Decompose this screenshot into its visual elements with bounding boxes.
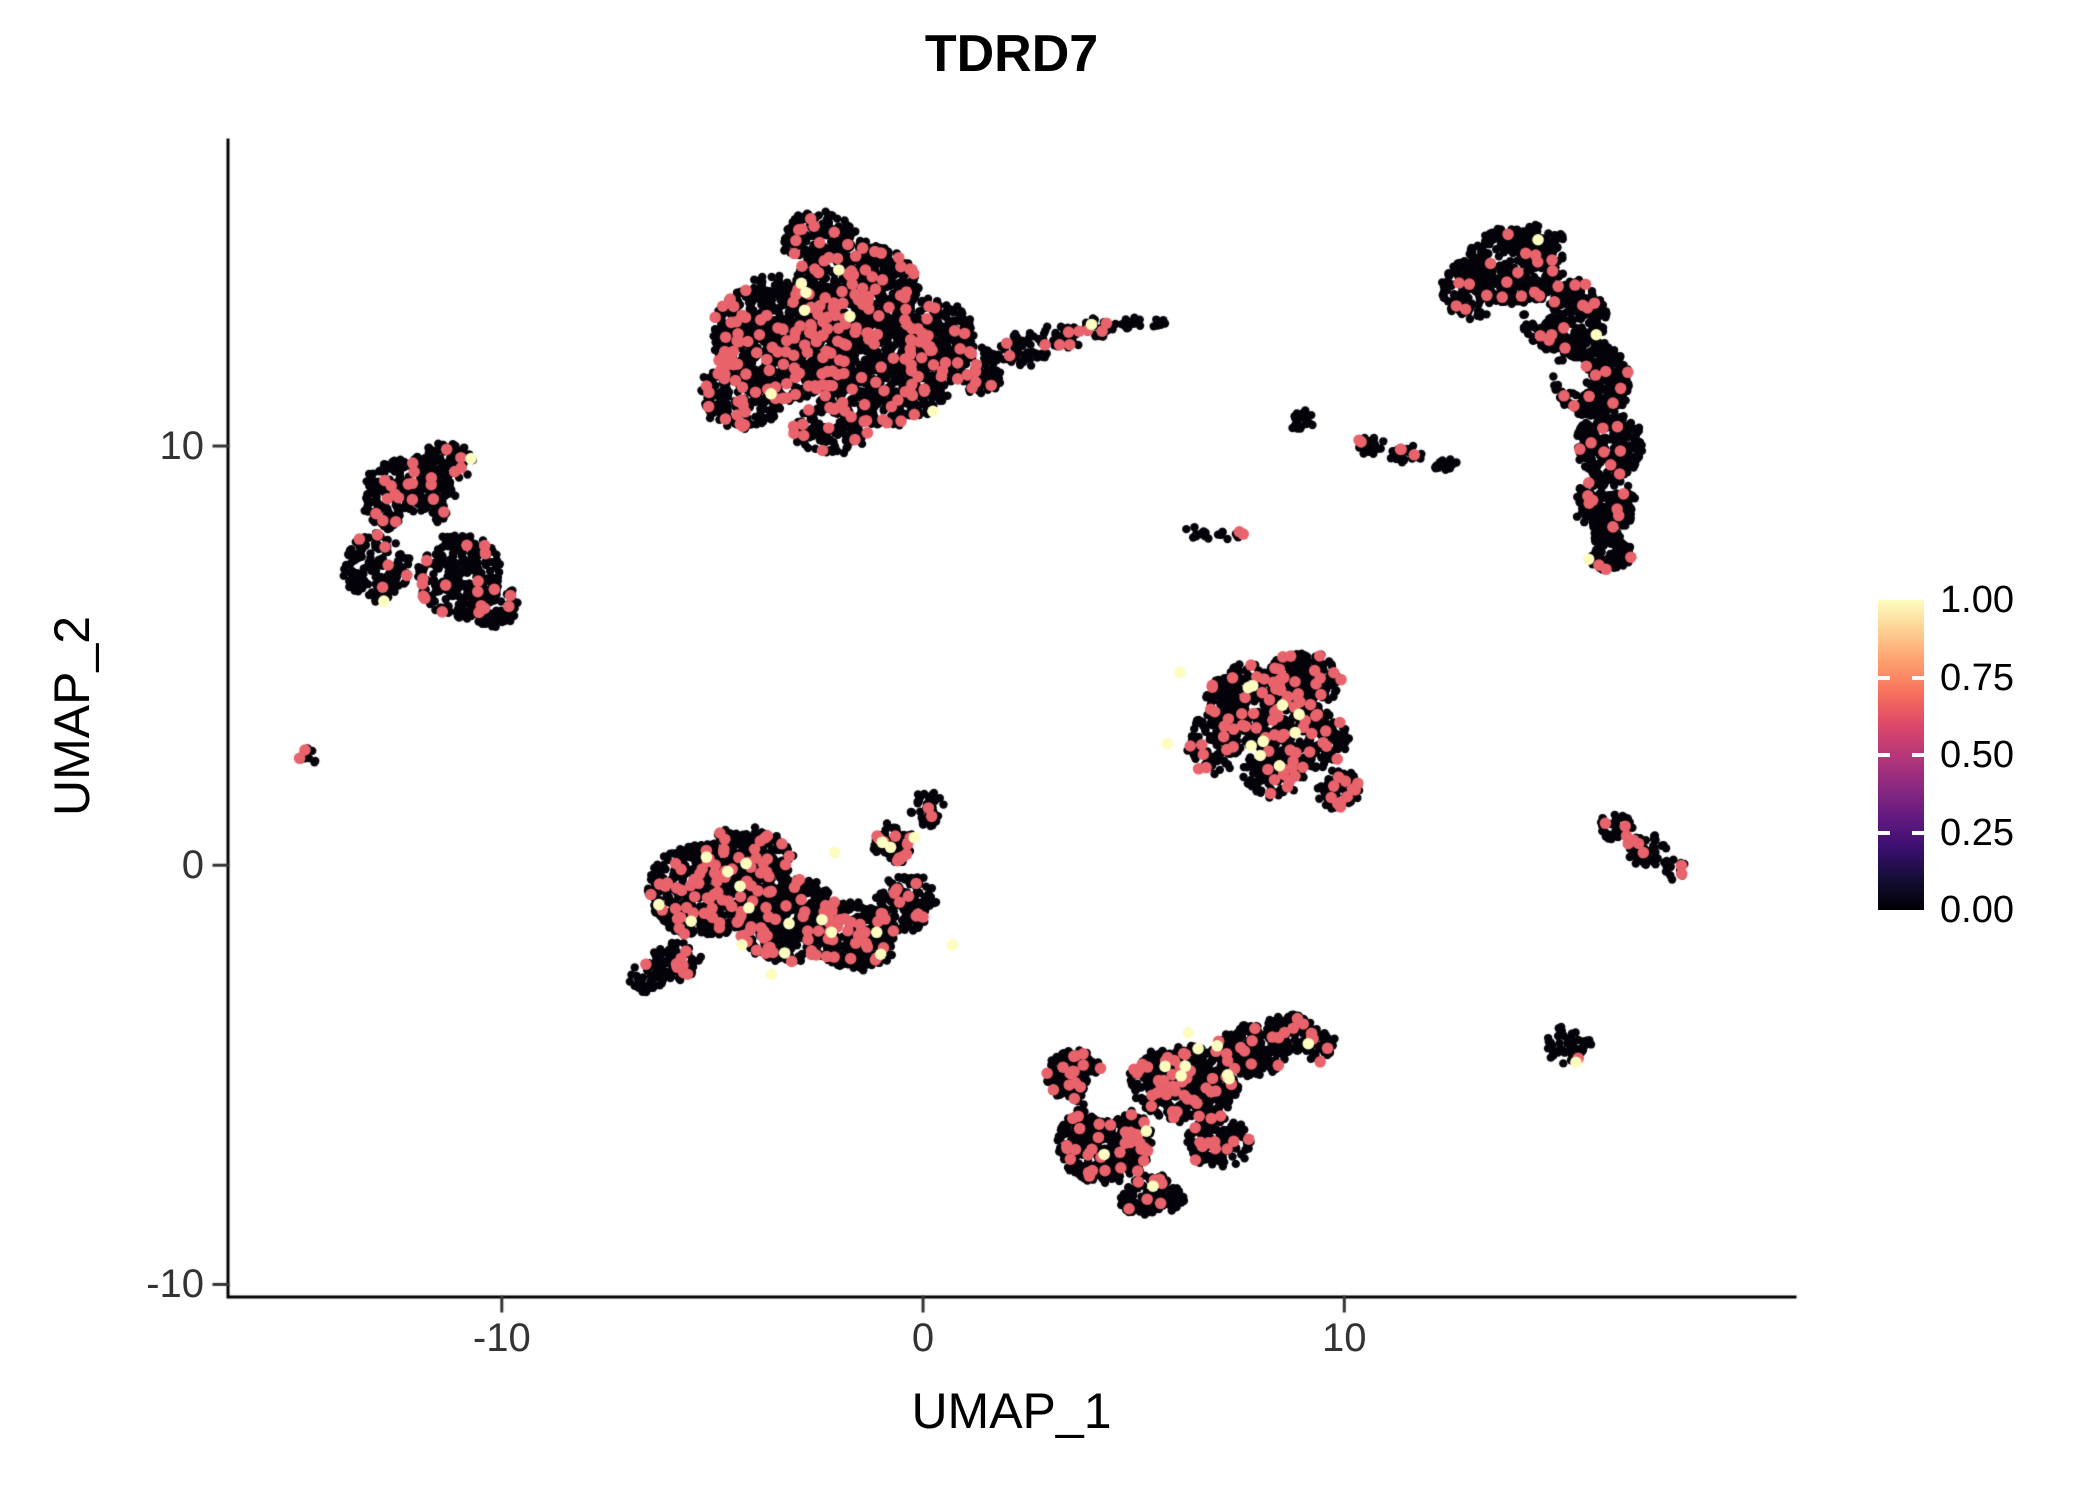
- chart-title: TDRD7: [924, 25, 1099, 83]
- y-axis-label: UMAP_2: [44, 615, 100, 817]
- x-axis-label: UMAP_1: [911, 1383, 1112, 1439]
- legend-colorbar: [1878, 600, 1924, 910]
